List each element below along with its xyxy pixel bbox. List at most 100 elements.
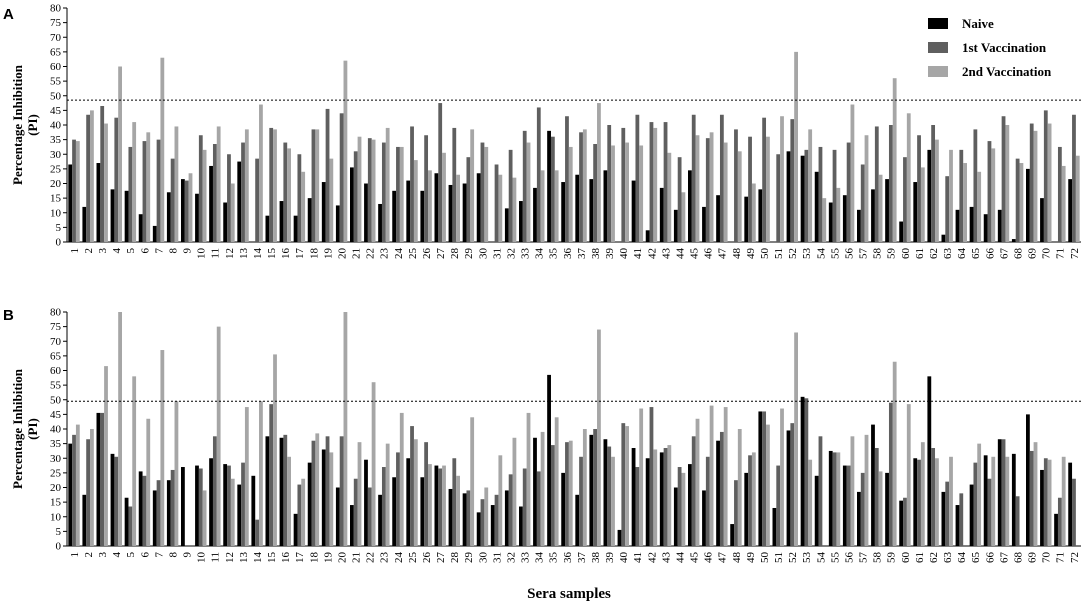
panel-b-bar-s2 <box>536 471 541 546</box>
panel-b-x-tick-label: 64 <box>956 552 968 564</box>
panel-b-bar-s1 <box>476 512 481 546</box>
panel-a-y-tick-label: 80 <box>50 3 62 15</box>
panel-b-bar-s3 <box>597 329 601 546</box>
panel-b-y-tick-label: 10 <box>50 511 62 523</box>
panel-a-bar-s2 <box>522 130 527 242</box>
panel-a-bar-s2 <box>424 135 429 242</box>
panel-a-x-tick-label: 8 <box>167 248 179 254</box>
panel-a-bar-s2 <box>1001 116 1006 242</box>
panel-a-x-tick-label: 56 <box>843 248 855 260</box>
panel-a-x-tick-label: 57 <box>858 248 870 260</box>
panel-b-x-tick-label: 4 <box>111 552 123 558</box>
panel-b-bar-s1 <box>124 497 129 546</box>
panel-b-bar-s2 <box>663 448 668 546</box>
panel-a-bar-s3 <box>428 170 432 242</box>
panel-a-bar-s1 <box>152 225 157 242</box>
panel-a-bar-s2 <box>959 149 964 242</box>
panel-a-bar-s3 <box>611 145 615 242</box>
panel-b-bar-s3 <box>371 382 376 546</box>
panel-a-bar-s3 <box>737 151 742 242</box>
panel-b-y-tick-label: 30 <box>50 453 62 465</box>
panel-a-bar-s1 <box>1026 168 1030 243</box>
panel-a-x-tick-label: 26 <box>421 248 433 260</box>
panel-b-x-tick-label: 43 <box>660 552 672 564</box>
panel-b-bar-s2 <box>705 456 710 546</box>
panel-b-bar-s2 <box>198 468 203 546</box>
panel-a-bar-s2 <box>170 158 175 242</box>
panel-a-bar-s3 <box>766 136 770 242</box>
panel-b-bar-s2 <box>621 423 626 546</box>
panel-a-x-tick-label: 49 <box>745 248 757 260</box>
panel-b-x-tick-label: 67 <box>998 552 1010 564</box>
panel-a-bar-s2 <box>973 129 978 242</box>
panel-b-bar-s3 <box>343 312 348 546</box>
panel-a-bar-s2 <box>734 129 738 242</box>
panel-a-y-tick-label: 20 <box>50 178 62 190</box>
panel-b-x-tick-label: 45 <box>689 552 701 564</box>
panel-a-bar-s3 <box>554 170 559 242</box>
panel-a-bar-s2 <box>241 142 245 242</box>
panel-a-bar-s2 <box>536 107 541 242</box>
panel-a-bar-s2 <box>550 136 555 242</box>
panel-b-x-tick-label: 14 <box>252 552 264 564</box>
panel-a-bar-s2 <box>466 157 471 242</box>
panel-a-x-tick-label: 43 <box>660 248 672 260</box>
panel-a-x-tick-label: 5 <box>125 248 137 254</box>
panel-b-bar-s1 <box>899 500 904 546</box>
panel-b-bar-s3 <box>484 487 489 546</box>
panel-a-bar-s2 <box>86 114 91 242</box>
panel-a-x-tick-label: 7 <box>153 248 165 254</box>
panel-a-x-tick-label: 17 <box>294 248 306 260</box>
panel-b-bar-s1 <box>772 507 777 546</box>
panel-b-y-tick-label: 70 <box>50 336 62 348</box>
panel-a-y-tick-label: 10 <box>50 207 62 219</box>
panel-b-bar-s1 <box>842 465 847 546</box>
panel-a-bar-s3 <box>104 123 108 242</box>
panel-a-bar-s3 <box>484 146 489 242</box>
panel-a-x-tick-label: 18 <box>308 248 320 260</box>
panel-b-bar-s2 <box>719 431 724 546</box>
panel-b-x-tick-label: 59 <box>886 552 898 564</box>
panel-b-bar-s2 <box>1072 478 1076 546</box>
panel-a-x-tick-label: 40 <box>618 248 630 260</box>
panel-b-bar-s2 <box>438 468 443 546</box>
panel-b-x-tick-label: 3 <box>97 552 109 558</box>
panel-a-bar-s1 <box>364 183 368 242</box>
panel-b-x-tick-label: 50 <box>759 552 771 564</box>
panel-b-bar-s3 <box>695 418 700 546</box>
panel-a-bar-s1 <box>195 193 199 242</box>
panel-a-x-tick-label: 27 <box>435 248 447 260</box>
panel-b-bar-s3 <box>174 401 179 546</box>
panel-a-x-tick-label: 61 <box>914 248 926 259</box>
panel-a-bar-s2 <box>832 149 837 242</box>
panel-b-x-tick-label: 48 <box>731 552 743 564</box>
panel-b-bar-s2 <box>410 426 414 546</box>
panel-a-x-tick-label: 35 <box>548 248 560 260</box>
panel-a-bar-s3 <box>132 122 137 242</box>
panel-b-bar-s1 <box>617 529 622 546</box>
panel-a-bar-s2 <box>635 114 640 242</box>
panel-a-bar-s2 <box>888 125 893 242</box>
panel-a-bar-s2 <box>311 129 316 242</box>
panel-a-bar-s1 <box>575 174 580 242</box>
panel-b-bar-s3 <box>385 443 390 547</box>
panel-b-bar-s2 <box>593 429 598 546</box>
panel-a-bar-s1 <box>279 201 284 242</box>
panel-a-bar-s1 <box>814 171 819 242</box>
panel-a-x-tick-label: 4 <box>111 248 123 254</box>
panel-a-bar-s2 <box>367 138 372 242</box>
panel-b-x-tick-label: 8 <box>167 552 179 558</box>
panel-b-bar-s3 <box>935 458 939 546</box>
panel-b-bar-s1 <box>96 412 101 546</box>
panel-a-bar-s3 <box>991 148 996 242</box>
panel-b-bar-s3 <box>681 472 686 547</box>
panel-a-bar-s1 <box>997 209 1002 242</box>
panel-b-bar-s1 <box>364 459 368 546</box>
panel-b-bar-s1 <box>321 449 326 546</box>
panel-a-x-tick-label: 41 <box>632 248 644 259</box>
panel-a-bar-s2 <box>438 103 443 242</box>
panel-a-bar-s1 <box>983 214 988 242</box>
panel-a-bar-s3 <box>695 135 700 242</box>
panel-b-x-tick-label: 41 <box>632 552 644 563</box>
panel-a-bar-s3 <box>413 160 418 242</box>
